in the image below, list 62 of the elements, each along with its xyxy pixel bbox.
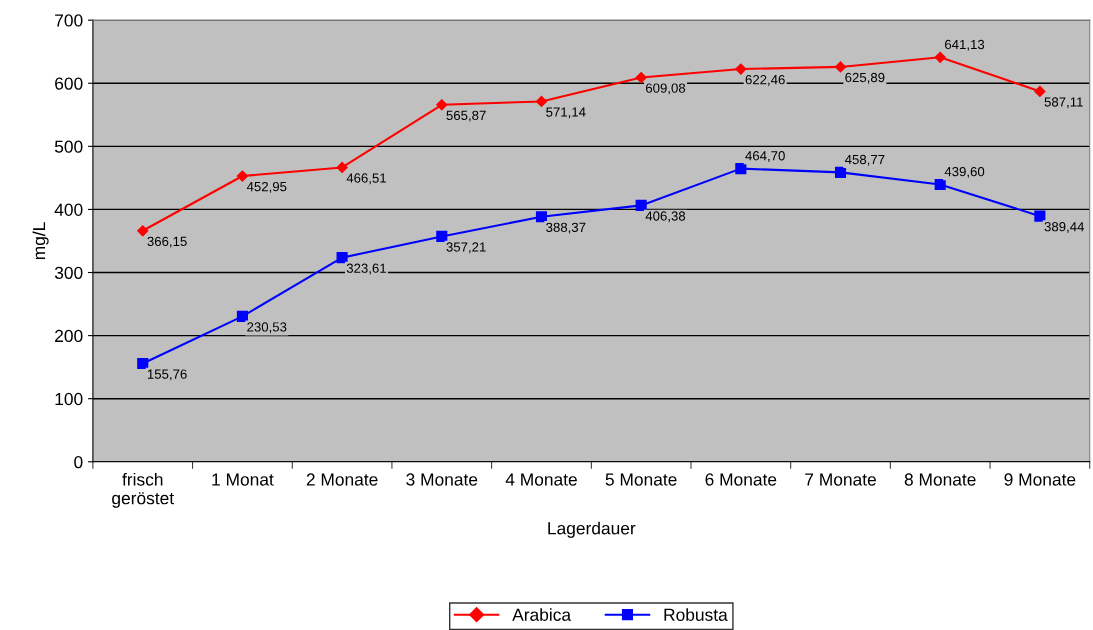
y-tick-label: 500 bbox=[54, 140, 83, 153]
point bbox=[834, 61, 847, 73]
legend-label: Arabica bbox=[512, 608, 572, 621]
point bbox=[834, 166, 847, 178]
point bbox=[735, 63, 747, 75]
x-tick-label: 6 Monate bbox=[705, 473, 777, 486]
data-label: 609,08 bbox=[645, 83, 686, 95]
point bbox=[735, 163, 747, 175]
point bbox=[336, 252, 348, 264]
y-tick-label: 200 bbox=[55, 329, 83, 343]
x-tick-label: 2 Monate bbox=[306, 473, 378, 486]
point bbox=[635, 199, 647, 211]
point bbox=[635, 71, 647, 84]
data-label: 230,53 bbox=[247, 322, 287, 334]
y-tick-label: 400 bbox=[54, 203, 83, 216]
data-label: 323,61 bbox=[346, 263, 386, 275]
data-label: 571,14 bbox=[546, 107, 586, 119]
data-label: 466,51 bbox=[346, 173, 386, 185]
point bbox=[535, 211, 548, 223]
data-label: 155,76 bbox=[147, 369, 187, 381]
x-tick-label: 5 Monate bbox=[605, 473, 677, 486]
legend-label: Robusta bbox=[664, 608, 728, 621]
point bbox=[436, 230, 448, 242]
point bbox=[336, 161, 348, 174]
data-label: 458,77 bbox=[844, 154, 885, 166]
point bbox=[1034, 210, 1046, 222]
data-label: 389,44 bbox=[1044, 222, 1085, 233]
data-label: 366,15 bbox=[147, 236, 187, 248]
data-label: 622,46 bbox=[745, 74, 785, 86]
data-label: 641,13 bbox=[945, 39, 985, 51]
point bbox=[236, 170, 249, 182]
point bbox=[137, 225, 149, 237]
data-label: 388,37 bbox=[546, 222, 586, 234]
point bbox=[436, 99, 448, 111]
point bbox=[236, 310, 248, 322]
data-label: 565,87 bbox=[446, 110, 486, 122]
data-label: 464,70 bbox=[745, 151, 785, 163]
data-label: 452,95 bbox=[246, 181, 287, 193]
data-label: 587,11 bbox=[1044, 97, 1083, 109]
data-label: 406,38 bbox=[645, 211, 686, 223]
x-tick-label: 9 Monate bbox=[1004, 473, 1076, 486]
data-label: 357,21 bbox=[446, 242, 486, 254]
x-tick-label: frisch geröstet bbox=[112, 472, 174, 508]
point bbox=[535, 95, 548, 108]
y-tick-label: 100 bbox=[55, 392, 83, 406]
data-label: 439,60 bbox=[944, 166, 985, 178]
y-tick-label: 0 bbox=[74, 455, 83, 469]
point bbox=[137, 357, 149, 370]
y-axis-title: mg/L bbox=[32, 222, 49, 260]
x-tick-label: 3 Monate bbox=[406, 473, 478, 486]
x-tick-label: 8 Monate bbox=[904, 473, 976, 486]
point bbox=[934, 178, 946, 191]
x-tick-label: 7 Monate bbox=[805, 473, 876, 486]
point bbox=[1034, 85, 1046, 97]
x-tick-label: 4 Monate bbox=[505, 473, 577, 486]
point bbox=[934, 51, 946, 63]
y-tick-label: 300 bbox=[54, 266, 83, 279]
x-axis-title: Lagerdauer bbox=[548, 521, 636, 538]
data-label: 625,89 bbox=[845, 72, 885, 84]
y-tick-label: 700 bbox=[55, 14, 83, 27]
x-tick-label: 1 Monat bbox=[212, 473, 274, 486]
y-tick-label: 600 bbox=[55, 77, 83, 90]
